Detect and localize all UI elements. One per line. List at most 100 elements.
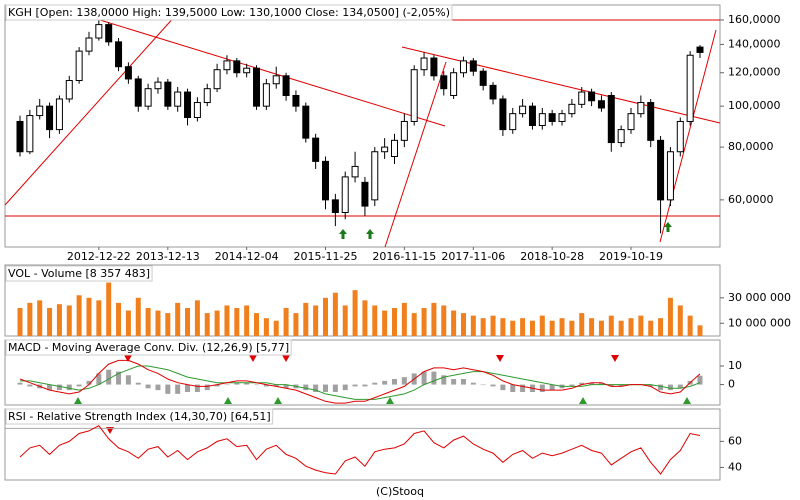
volume-bar [362, 300, 368, 336]
candle-body [597, 100, 605, 109]
volume-bar [589, 318, 595, 336]
y-tick-label: 80,0000 [728, 140, 774, 153]
candle-body [607, 94, 615, 144]
volume-bar [451, 310, 457, 336]
histogram-bar [17, 382, 23, 385]
volume-bar [411, 313, 417, 336]
candle-body [568, 103, 576, 115]
histogram-bar [323, 384, 329, 392]
volume-bar [323, 297, 329, 336]
histogram-bar [106, 369, 112, 385]
histogram-bar [244, 382, 250, 385]
histogram-bar [165, 384, 171, 394]
volume-bar [352, 290, 358, 336]
volume-bar [391, 308, 397, 336]
volume-bar [510, 320, 516, 336]
histogram-bar [273, 384, 279, 387]
footer: (C)Stooq [376, 485, 424, 498]
volume-bar [421, 308, 427, 336]
histogram-bar [648, 384, 654, 387]
histogram-bar [96, 373, 102, 385]
candle-body [331, 199, 339, 214]
volume-bar [234, 308, 240, 336]
y-tick-label: 100,0000 [728, 99, 781, 112]
volume-bar [529, 320, 535, 336]
histogram-bar [263, 384, 269, 387]
candle-body [243, 67, 251, 74]
x-tick-label: 2017-11-06 [441, 250, 505, 263]
volume-bar [470, 315, 476, 336]
candle-body [95, 24, 103, 39]
histogram-bar [254, 384, 260, 386]
volume-bar [539, 315, 545, 336]
candle-body [351, 165, 359, 178]
candle-body [26, 115, 34, 153]
volume-bar [254, 313, 260, 336]
x-tick-label: 2018-10-28 [520, 250, 584, 263]
candle-body [361, 181, 369, 207]
volume-bar [608, 315, 614, 336]
candle-body [124, 66, 132, 80]
histogram-bar [382, 380, 388, 385]
volume-bar [490, 315, 496, 336]
histogram-bar [608, 384, 614, 387]
trend-line [4, 4, 186, 206]
candle-body [588, 91, 596, 102]
candle-body [519, 105, 527, 115]
candle-body [489, 84, 497, 100]
candle-body [341, 176, 349, 214]
panel-title: VOL - Volume [8 357 483] [8, 267, 150, 280]
candle-body [440, 75, 448, 90]
histogram-bar [145, 384, 151, 389]
candle-body [213, 69, 221, 90]
indicator-line [19, 425, 701, 475]
x-tick-label: 2014-12-04 [215, 250, 279, 263]
histogram-bar [451, 379, 457, 385]
candle-body [322, 160, 330, 201]
volume-bar [500, 318, 506, 336]
candle-body [657, 139, 665, 201]
volume-bar [27, 302, 33, 336]
volume-bar [382, 310, 388, 336]
volume-bar [145, 308, 151, 336]
histogram-bar [66, 384, 72, 391]
candle-body [85, 37, 93, 52]
candle-body [144, 88, 152, 107]
volume-bar [401, 302, 407, 336]
histogram-bar [283, 384, 289, 389]
panel-candlestick: 60,0000 80,0000 100,0000 120,0000 140,0000 16… [5, 4, 781, 263]
y-tick-label: 10 000 000 [728, 316, 791, 329]
volume-bar [303, 302, 309, 336]
candle-body [538, 113, 546, 126]
panel-title: RSI - Relative Strength Index (14,30,70)… [8, 410, 271, 423]
volume-bar [332, 292, 338, 336]
volume-bar [224, 305, 230, 336]
candle-body [16, 120, 24, 153]
candle-body [223, 60, 231, 71]
histogram-bar [391, 379, 397, 385]
volume-bar [56, 304, 62, 336]
buy-marker [74, 397, 82, 404]
histogram-bar [520, 384, 526, 392]
buy-marker [274, 397, 282, 404]
candle-body [164, 81, 172, 107]
histogram-bar [204, 384, 210, 391]
candle-body [578, 91, 586, 105]
candle-body [46, 105, 54, 131]
candle-body [637, 102, 645, 115]
volume-bar [638, 315, 644, 336]
volume-bar [194, 300, 200, 336]
indicator-line [20, 365, 701, 400]
candle-body [528, 105, 536, 126]
histogram-bar [579, 382, 585, 385]
candle-body [420, 57, 428, 71]
candle-body [184, 91, 192, 119]
histogram-bar [421, 371, 427, 385]
y-tick-label: 60 [728, 434, 742, 447]
volume-bar [313, 305, 319, 336]
trend-line [401, 46, 721, 124]
candle-body [499, 98, 507, 131]
buy-marker [683, 397, 691, 404]
candle-body [105, 24, 113, 43]
histogram-bar [667, 384, 673, 391]
